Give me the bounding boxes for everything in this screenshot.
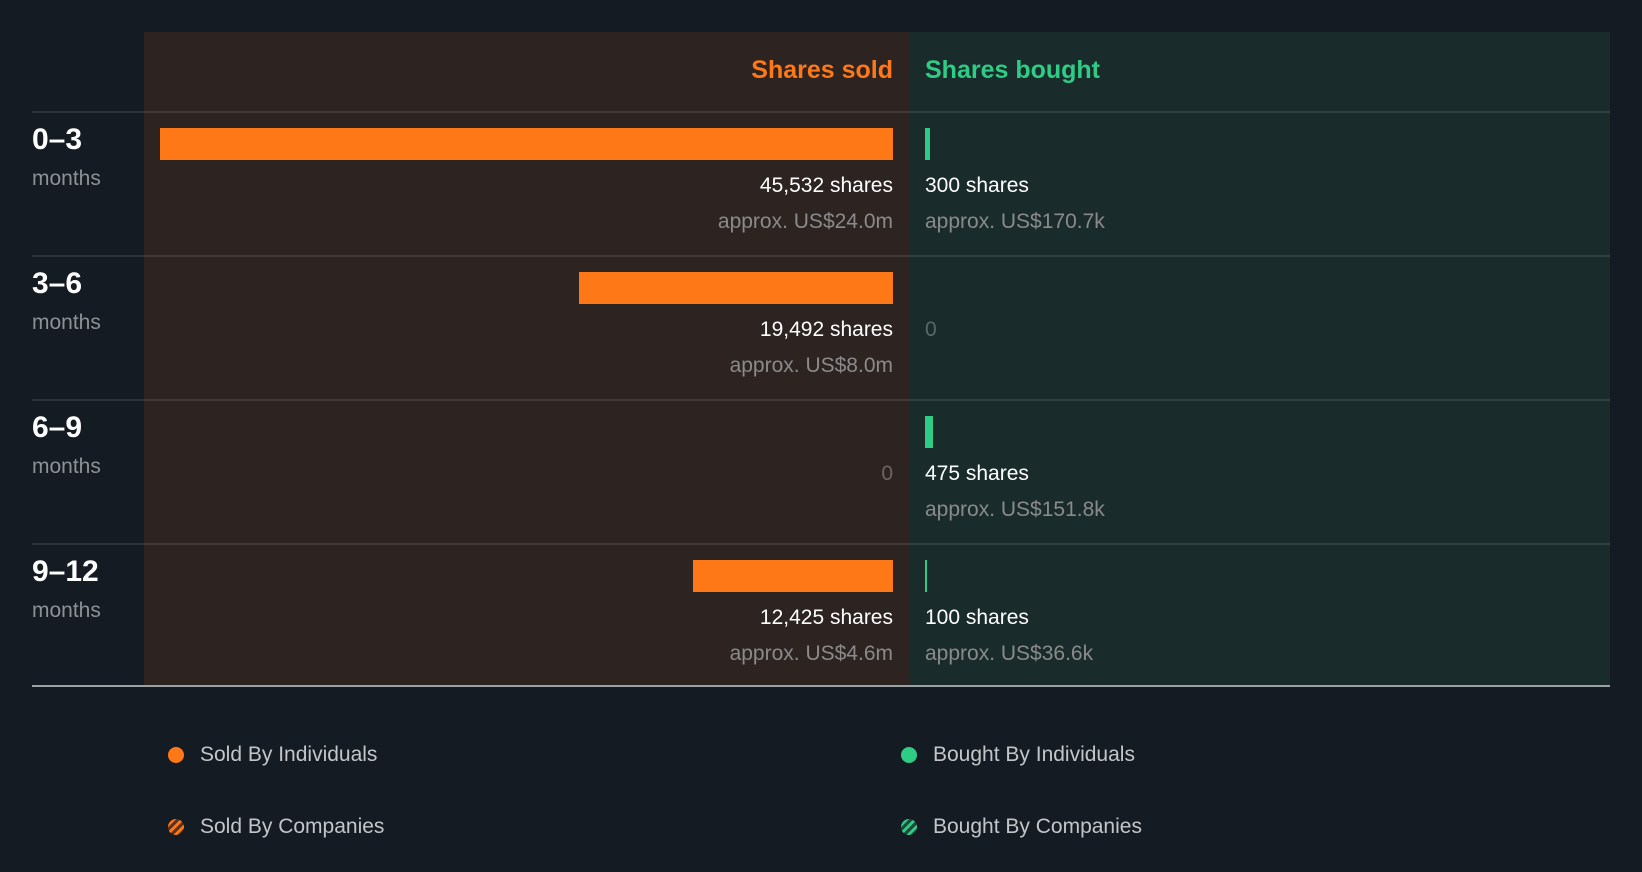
row-divider bbox=[32, 111, 1610, 113]
bought-approx-value: approx. US$151.8k bbox=[925, 498, 1105, 521]
solid-green-dot-icon bbox=[901, 747, 917, 763]
sold-bar[interactable] bbox=[579, 272, 893, 304]
sold-zero: 0 bbox=[881, 462, 893, 485]
period-label: 9–12 bbox=[32, 555, 99, 588]
sold-approx-value: approx. US$4.6m bbox=[729, 642, 893, 665]
bought-shares: 100 shares bbox=[925, 606, 1029, 629]
legend-label: Sold By Companies bbox=[200, 815, 385, 838]
period-row: 3–6 months 19,492 shares approx. US$8.0m… bbox=[0, 256, 1642, 400]
sold-approx-value: approx. US$24.0m bbox=[717, 210, 893, 233]
legend-item[interactable]: Sold By Individuals bbox=[168, 740, 377, 770]
period-label: 0–3 bbox=[32, 123, 83, 156]
shares-bought-header: Shares bought bbox=[925, 56, 1101, 84]
legend-item[interactable]: Bought By Individuals bbox=[901, 740, 1135, 770]
bought-zero: 0 bbox=[925, 318, 937, 341]
sold-shares: 12,425 shares bbox=[759, 606, 893, 629]
bought-bar[interactable] bbox=[925, 128, 930, 160]
striped-green-dot-icon bbox=[901, 819, 917, 835]
row-divider bbox=[32, 255, 1610, 257]
bought-bar[interactable] bbox=[925, 560, 927, 592]
sold-bar[interactable] bbox=[692, 560, 893, 592]
chart-baseline bbox=[32, 685, 1610, 687]
sold-approx-value: approx. US$8.0m bbox=[729, 354, 893, 377]
legend-label: Bought By Individuals bbox=[933, 743, 1135, 766]
bought-shares: 300 shares bbox=[925, 174, 1029, 197]
row-divider bbox=[32, 543, 1610, 545]
sold-shares: 19,492 shares bbox=[759, 318, 893, 341]
period-row: 6–9 months 0 475 shares approx. US$151.8k bbox=[0, 400, 1642, 544]
legend-item[interactable]: Bought By Companies bbox=[901, 812, 1142, 842]
period-unit: months bbox=[32, 167, 101, 190]
period-row: 9–12 months 12,425 shares approx. US$4.6… bbox=[0, 544, 1642, 688]
bought-bar[interactable] bbox=[925, 416, 933, 448]
legend-label: Sold By Individuals bbox=[200, 743, 378, 766]
period-unit: months bbox=[32, 311, 101, 334]
solid-orange-dot-icon bbox=[168, 747, 184, 763]
bought-approx-value: approx. US$170.7k bbox=[925, 210, 1105, 233]
sold-shares: 45,532 shares bbox=[759, 174, 893, 197]
sold-bar[interactable] bbox=[160, 128, 893, 160]
period-row: 0–3 months 45,532 shares approx. US$24.0… bbox=[0, 112, 1642, 256]
period-unit: months bbox=[32, 455, 101, 478]
bought-shares: 475 shares bbox=[925, 462, 1029, 485]
shares-sold-header: Shares sold bbox=[751, 56, 893, 84]
period-label: 3–6 bbox=[32, 267, 83, 300]
bought-panel bbox=[909, 32, 1610, 686]
legend-item[interactable]: Sold By Companies bbox=[168, 812, 384, 842]
bought-approx-value: approx. US$36.6k bbox=[925, 642, 1094, 665]
striped-orange-dot-icon bbox=[168, 819, 184, 835]
period-unit: months bbox=[32, 599, 101, 622]
legend-label: Bought By Companies bbox=[933, 815, 1142, 838]
row-divider bbox=[32, 399, 1610, 401]
period-label: 6–9 bbox=[32, 411, 83, 444]
